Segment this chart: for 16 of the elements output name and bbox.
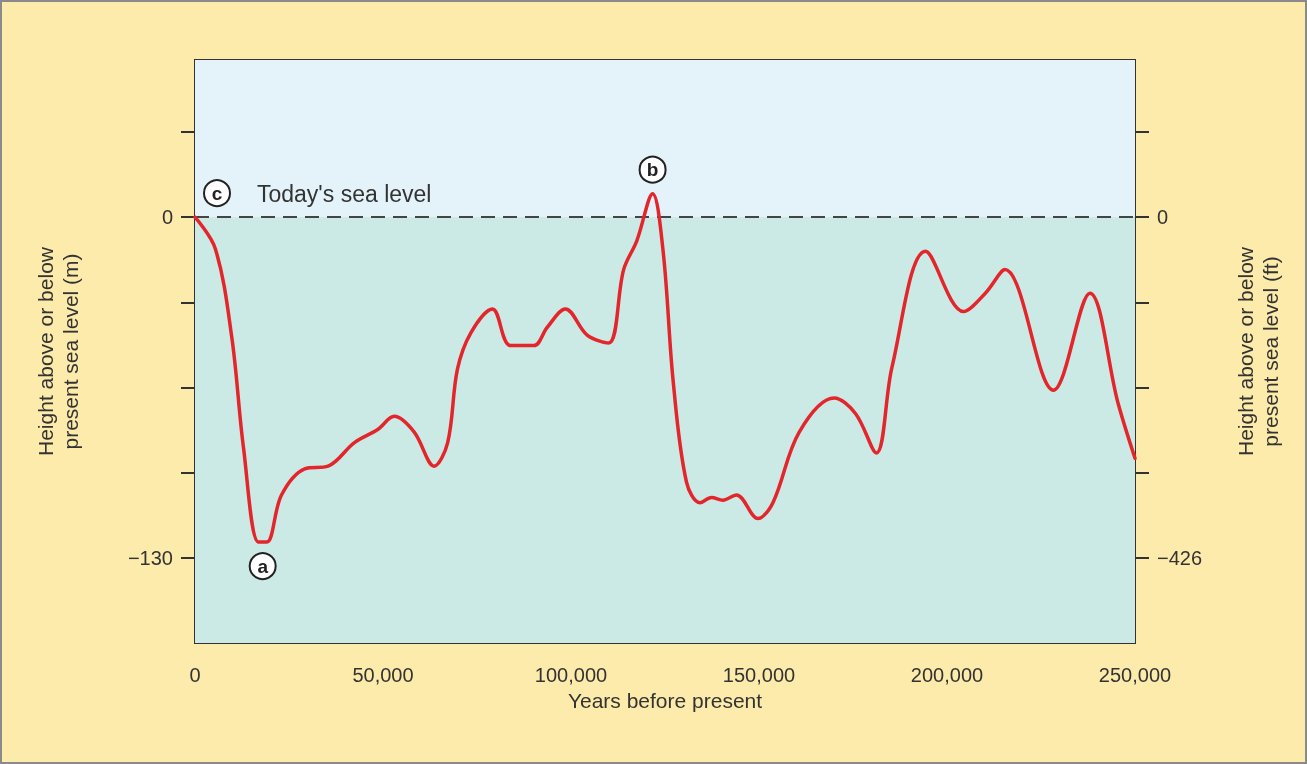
y-axis-title: Height above or below present sea level (m) bbox=[34, 246, 82, 456]
annotation: b bbox=[646, 159, 659, 181]
annotation: a bbox=[257, 555, 269, 577]
y-tick-label: −130 bbox=[127, 546, 173, 569]
x-tick-label: 200,000 bbox=[910, 664, 984, 686]
y2-tick-label: −426 bbox=[1157, 546, 1203, 569]
x-tick-label: 250,000 bbox=[1098, 664, 1172, 686]
x-tick-label: 150,000 bbox=[722, 664, 796, 686]
y2-axis-title: Height above or below present sea level (ft) bbox=[1234, 246, 1282, 456]
x-axis-title: Years before present bbox=[567, 688, 763, 712]
x-tick-label: 50,000 bbox=[352, 664, 414, 686]
annotation: c bbox=[211, 182, 223, 204]
y2-tick-label: 0 bbox=[1157, 206, 1169, 229]
ref-line-label: Today's sea level bbox=[257, 180, 432, 207]
x-tick-label: 0 bbox=[189, 664, 201, 686]
x-tick-label: 100,000 bbox=[534, 664, 608, 686]
